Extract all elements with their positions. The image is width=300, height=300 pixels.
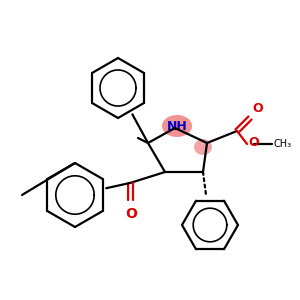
Text: NH: NH [167,119,188,133]
Text: CH₃: CH₃ [274,139,292,149]
Ellipse shape [162,115,192,137]
Text: O: O [125,207,137,221]
Ellipse shape [194,139,212,155]
Text: O: O [248,136,259,149]
Text: O: O [252,102,262,115]
